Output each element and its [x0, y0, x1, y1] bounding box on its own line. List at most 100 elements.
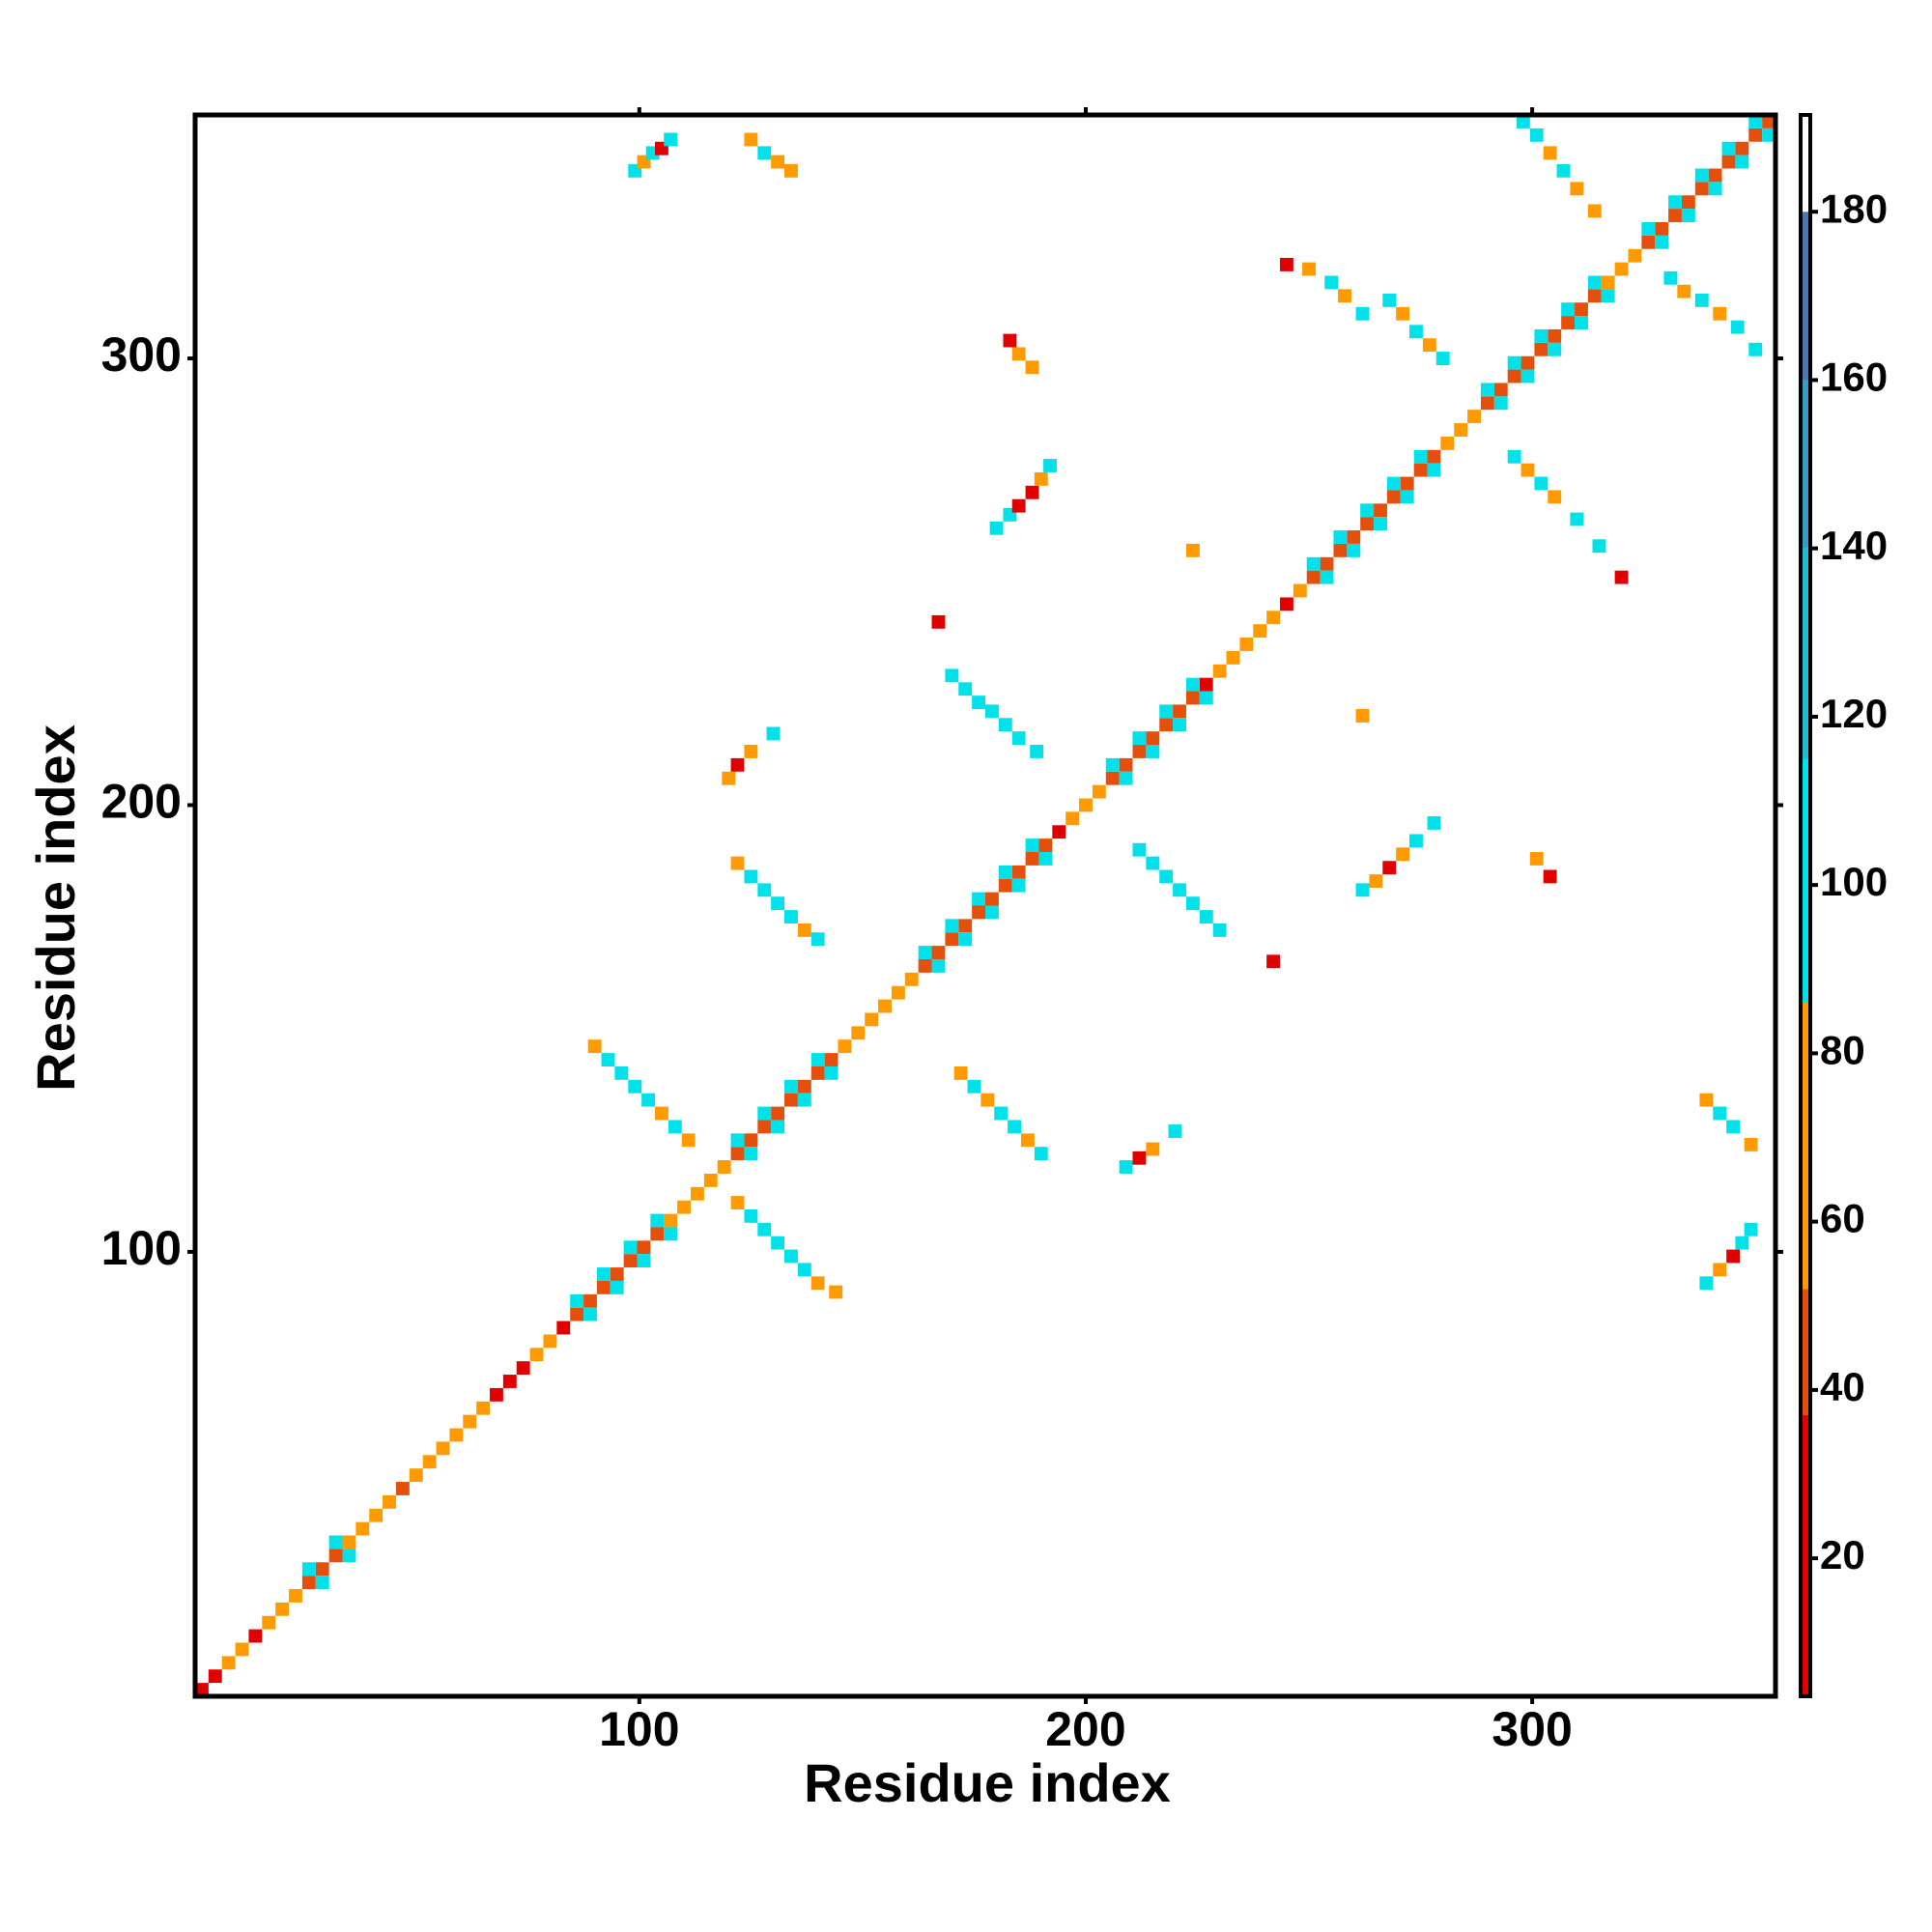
heatmap-cell: [1374, 503, 1387, 518]
colorbar-band: [1801, 115, 1810, 213]
heatmap-cell: [490, 1387, 503, 1402]
heatmap-cell: [681, 1133, 696, 1148]
heatmap-cell: [1641, 235, 1656, 249]
colorbar-tick-label: 20: [1820, 1532, 1865, 1577]
heatmap-cell: [1324, 275, 1339, 290]
colorbar-band: [1801, 380, 1810, 549]
heatmap-cell: [1480, 383, 1494, 397]
heatmap-cell: [1382, 861, 1397, 875]
heatmap-cell: [1699, 1276, 1714, 1291]
heatmap-cell: [980, 1093, 995, 1107]
heatmap-cell: [918, 958, 932, 973]
heatmap-cell: [1119, 757, 1133, 772]
heatmap-cell: [744, 132, 758, 147]
heatmap-cell: [623, 1240, 638, 1255]
heatmap-cell: [543, 1334, 557, 1349]
heatmap-cell: [449, 1428, 464, 1442]
heatmap-cell: [757, 146, 772, 160]
heatmap-cell: [583, 1307, 597, 1321]
heatmap-cell: [221, 1656, 236, 1670]
heatmap-cell: [1226, 650, 1240, 665]
heatmap-cell: [998, 718, 1012, 732]
heatmap-cell: [1529, 128, 1544, 142]
heatmap-cell: [463, 1414, 477, 1429]
heatmap-cell: [1159, 704, 1174, 719]
heatmap-cell: [1507, 369, 1521, 384]
heatmap-cell: [1529, 852, 1544, 866]
heatmap-cell: [757, 1120, 772, 1134]
heatmap-cell: [1119, 1160, 1133, 1174]
heatmap-cell: [1427, 463, 1441, 477]
heatmap-cell: [918, 946, 932, 959]
heatmap-cell: [945, 668, 959, 683]
heatmap-cell: [235, 1642, 249, 1657]
colorbar-tick-label: 60: [1820, 1196, 1865, 1241]
heatmap-cell: [369, 1508, 384, 1522]
heatmap-cell: [1025, 485, 1039, 499]
heatmap-cell: [1011, 878, 1026, 893]
heatmap-cell: [315, 1576, 329, 1590]
colorbar-band: [1801, 758, 1810, 1004]
heatmap-cell: [1185, 691, 1200, 705]
heatmap-cell: [931, 958, 946, 973]
heatmap-cell: [301, 1562, 316, 1577]
heatmap-cell: [1454, 423, 1468, 437]
heatmap-cell: [958, 919, 973, 933]
heatmap-cell: [1105, 771, 1120, 785]
y-tick-label: 300: [101, 327, 182, 382]
heatmap-cell: [1185, 543, 1200, 557]
heatmap-cell: [838, 1039, 852, 1054]
heatmap-cell: [1400, 476, 1414, 491]
heatmap-cell: [1561, 316, 1576, 329]
colorbar-tick-label: 80: [1820, 1027, 1865, 1072]
heatmap-cell: [1011, 347, 1026, 361]
heatmap-cell: [1507, 449, 1521, 464]
heatmap-cell: [784, 1079, 798, 1094]
heatmap-cell: [1360, 503, 1375, 518]
heatmap-cell: [1422, 338, 1436, 353]
heatmap-cell: [208, 1669, 222, 1684]
heatmap-cell: [972, 696, 985, 710]
heatmap-cell: [1302, 262, 1316, 276]
heatmap-cell: [1079, 798, 1093, 812]
heatmap-cell: [771, 1120, 785, 1134]
heatmap-cell: [1681, 195, 1695, 210]
heatmap-cell: [797, 1093, 811, 1107]
heatmap-cell: [985, 704, 999, 719]
heatmap-cell: [1105, 757, 1120, 772]
heatmap-cell: [784, 1093, 798, 1107]
heatmap-cell: [1467, 410, 1481, 424]
heatmap-cell: [1212, 664, 1227, 678]
heatmap-cell: [1173, 718, 1186, 732]
x-tick-label: 300: [1492, 1702, 1572, 1756]
heatmap-cell: [1587, 275, 1602, 290]
heatmap-cell: [1396, 847, 1410, 862]
heatmap-cell: [195, 1683, 209, 1696]
colorbar-band: [1801, 1003, 1810, 1290]
heatmap-cell: [1355, 883, 1370, 897]
heatmap-cell: [1119, 771, 1133, 785]
heatmap-cell: [422, 1455, 437, 1469]
heatmap-cell: [1708, 182, 1722, 196]
heatmap-cell: [1199, 691, 1213, 705]
heatmap-cell: [1199, 677, 1213, 692]
heatmap-cell: [1575, 302, 1588, 317]
heatmap-cell: [637, 1240, 651, 1255]
heatmap-cell: [1132, 1151, 1147, 1165]
heatmap-cell: [1038, 852, 1053, 866]
heatmap-cell: [1548, 490, 1562, 504]
heatmap-cell: [1713, 1106, 1727, 1121]
heatmap-cell: [998, 878, 1012, 893]
heatmap-cell: [851, 1026, 866, 1040]
heatmap-cell: [650, 1227, 665, 1241]
heatmap-cell: [1601, 289, 1615, 303]
heatmap-cell: [1735, 1236, 1749, 1250]
heatmap-cell: [1762, 115, 1776, 128]
heatmap-cell: [1413, 463, 1428, 477]
heatmap-cell: [1694, 293, 1709, 307]
heatmap-cell: [967, 1079, 981, 1094]
heatmap-cell: [1762, 128, 1776, 142]
heatmap-cell: [744, 1133, 758, 1148]
heatmap-cell: [1396, 306, 1410, 321]
heatmap-cell: [1543, 869, 1557, 884]
